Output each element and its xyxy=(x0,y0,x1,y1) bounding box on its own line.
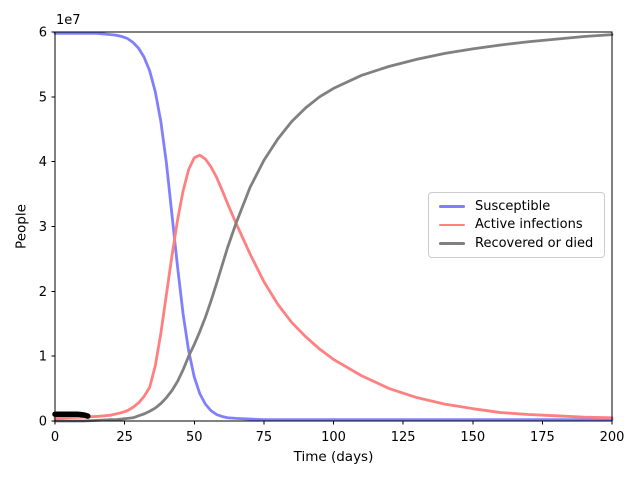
legend-label-susceptible: Susceptible xyxy=(475,198,551,214)
y-tick-label: 2 xyxy=(39,285,47,300)
legend-item-active-infections: Active infections xyxy=(437,217,596,232)
y-tick-label: 0 xyxy=(39,415,47,430)
legend-line-sample-susceptible xyxy=(439,204,465,208)
legend-item-recovered-or-died: Recovered or died xyxy=(437,236,596,251)
curve-active-infections xyxy=(53,153,614,420)
legend-label-recovered-or-died: Recovered or died xyxy=(475,236,594,252)
curve-susceptible xyxy=(53,31,614,422)
x-tick-label: 50 xyxy=(186,430,203,445)
x-tick-label: 150 xyxy=(460,430,485,445)
x-tick-label: 100 xyxy=(321,430,346,445)
y-tick-label: 5 xyxy=(39,90,47,105)
y-axis-label: People xyxy=(13,204,30,249)
x-axis-label: Time (days) xyxy=(293,449,374,465)
curve-recovered-or-died xyxy=(53,33,614,423)
y-tick-label: 4 xyxy=(39,155,47,170)
legend: Susceptible Active infections Recovered … xyxy=(428,192,605,258)
legend-line-sample-active-infections xyxy=(439,223,465,227)
y-tick-label: 1 xyxy=(39,350,47,365)
legend-label-active-infections: Active infections xyxy=(475,217,583,233)
y-tick-label: 3 xyxy=(39,220,47,235)
legend-item-susceptible: Susceptible xyxy=(437,199,596,214)
x-tick-label: 25 xyxy=(116,430,133,445)
x-tick-label: 125 xyxy=(391,430,416,445)
x-tick-label: 200 xyxy=(600,430,625,445)
x-tick-label: 0 xyxy=(51,430,59,445)
y-tick-label: 6 xyxy=(39,26,47,41)
observed-data-markers xyxy=(52,411,91,419)
x-tick-label: 175 xyxy=(530,430,555,445)
x-tick-label: 75 xyxy=(256,430,273,445)
legend-line-sample-recovered-or-died xyxy=(439,242,465,246)
y-axis-offset-text: 1e7 xyxy=(56,13,81,28)
